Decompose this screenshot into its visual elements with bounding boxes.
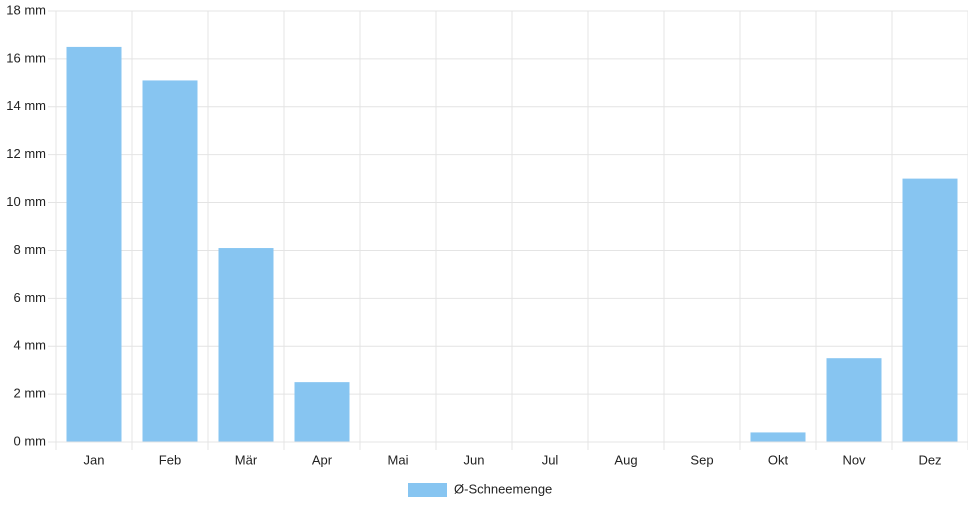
x-tick-label: Jul: [542, 452, 559, 467]
x-tick-label: Feb: [159, 452, 181, 467]
x-tick-label: Jun: [464, 452, 485, 467]
x-tick-label: Dez: [918, 452, 941, 467]
x-tick-label: Aug: [614, 452, 637, 467]
bar: [826, 358, 882, 442]
y-tick-label: 16 mm: [6, 50, 46, 65]
bar: [750, 432, 806, 442]
x-tick-label: Apr: [312, 452, 333, 467]
bar: [142, 80, 198, 442]
y-tick-label: 12 mm: [6, 146, 46, 161]
y-tick-label: 6 mm: [14, 290, 47, 305]
y-tick-label: 14 mm: [6, 98, 46, 113]
x-tick-label: Nov: [842, 452, 866, 467]
bar: [294, 382, 350, 442]
x-tick-label: Okt: [768, 452, 789, 467]
y-tick-label: 8 mm: [14, 242, 47, 257]
bar: [902, 178, 958, 442]
x-tick-label: Mär: [235, 452, 258, 467]
legend-label[interactable]: Ø-Schneemenge: [454, 481, 552, 496]
y-tick-label: 4 mm: [14, 338, 47, 353]
x-tick-label: Sep: [690, 452, 713, 467]
bar: [66, 46, 122, 443]
legend-swatch[interactable]: [408, 483, 447, 497]
x-tick-label: Jan: [84, 452, 105, 467]
y-tick-label: 10 mm: [6, 194, 46, 209]
bar: [218, 248, 274, 442]
x-tick-label: Mai: [388, 452, 409, 467]
y-tick-label: 2 mm: [14, 386, 47, 401]
y-tick-label: 0 mm: [14, 433, 47, 448]
y-tick-label: 18 mm: [6, 2, 46, 17]
